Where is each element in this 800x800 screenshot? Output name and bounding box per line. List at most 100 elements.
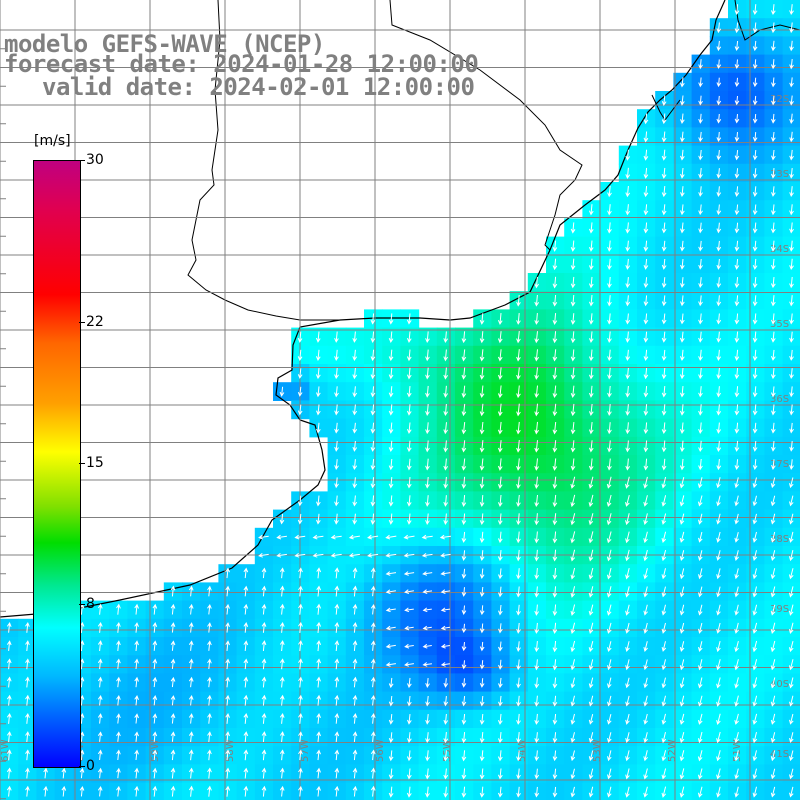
wind-arrow [334, 459, 339, 471]
wind-arrow [588, 385, 594, 398]
wind-arrow [443, 732, 449, 744]
wind-arrow [716, 331, 722, 343]
wind-arrow [789, 131, 794, 143]
wind-arrow [425, 714, 430, 725]
wind-arrow [334, 658, 340, 670]
wind-arrow [479, 331, 485, 344]
wind-arrow [734, 622, 739, 634]
wind-arrow [443, 750, 449, 762]
wind-arrow [734, 186, 740, 197]
wind-arrow [188, 749, 194, 761]
wind-arrow [788, 586, 794, 598]
wind-arrow [698, 186, 703, 197]
wind-arrow [316, 694, 321, 706]
wind-arrow [152, 785, 158, 797]
wind-arrow [661, 331, 667, 343]
wind-arrow [643, 531, 648, 544]
wind-arrow [771, 59, 776, 70]
wind-arrow [425, 367, 430, 380]
wind-arrow [479, 367, 485, 380]
wind-arrow [752, 768, 758, 780]
wind-arrow [461, 458, 467, 471]
wind-arrow [588, 313, 594, 325]
wind-arrow [716, 586, 721, 598]
wind-arrow [134, 622, 139, 633]
wind-arrow [661, 222, 667, 234]
wind-arrow [534, 421, 540, 435]
wind-arrow [606, 604, 612, 616]
wind-arrow [207, 694, 212, 706]
wind-arrow [152, 640, 158, 651]
wind-arrow [752, 222, 758, 234]
wind-arrow [516, 695, 521, 707]
wind-arrow [425, 768, 430, 780]
valid-date: valid date: 2024-02-01 12:00:00 [42, 73, 475, 101]
wind-arrow [643, 768, 648, 780]
wind-arrow [334, 621, 340, 633]
wind-arrow [734, 295, 740, 307]
wind-arrow [443, 495, 449, 507]
wind-arrow [316, 713, 321, 724]
wind-arrow [498, 659, 503, 670]
wind-arrow [152, 713, 158, 724]
wind-arrow [334, 440, 339, 452]
wind-arrow [516, 732, 521, 744]
wind-arrow [479, 641, 485, 652]
wind-arrow [443, 331, 449, 344]
wind-arrow [625, 240, 631, 252]
wind-arrow [789, 40, 794, 52]
wind-arrow [352, 585, 358, 597]
wind-arrow [461, 732, 467, 744]
wind-arrow [643, 677, 648, 689]
wind-arrow [334, 404, 339, 416]
wind-arrow [698, 95, 703, 106]
wind-arrow [789, 204, 794, 216]
wind-arrow [279, 712, 285, 724]
wind-arrow [497, 513, 503, 526]
wind-arrow [334, 495, 339, 507]
wind-arrow [770, 786, 776, 798]
wind-arrow [443, 422, 449, 435]
longitude-label: 55W [442, 739, 453, 762]
wind-arrow [170, 585, 176, 597]
wind-arrow [152, 658, 158, 670]
wind-arrow [516, 294, 521, 307]
wind-arrow [679, 586, 685, 598]
wind-arrow [298, 585, 303, 597]
wind-arrow [498, 568, 503, 580]
wind-arrow [152, 676, 158, 688]
wind-arrow [770, 222, 776, 234]
wind-arrow [643, 732, 648, 744]
wind-arrow [443, 696, 449, 707]
wind-arrow [588, 204, 594, 216]
wind-arrow [552, 440, 558, 453]
wind-arrow [734, 659, 739, 671]
wind-arrow [25, 694, 30, 706]
wind-arrow [443, 385, 449, 398]
wind-arrow [334, 785, 340, 797]
wind-arrow [679, 568, 685, 580]
wind-arrow [334, 331, 339, 343]
wind-arrow [406, 750, 412, 762]
wind-arrow [679, 440, 685, 453]
wind-arrow [439, 534, 451, 540]
wind-arrow [243, 603, 249, 615]
wind-arrow [279, 731, 285, 743]
wind-arrow [534, 586, 540, 598]
wind-arrow [680, 222, 685, 234]
wind-arrow [606, 476, 612, 489]
wind-arrow [679, 731, 685, 744]
wind-arrow [207, 713, 212, 724]
wind-arrow [752, 604, 758, 616]
wind-arrow [479, 660, 485, 670]
wind-arrow [116, 767, 121, 779]
wind-arrow [385, 607, 396, 613]
wind-arrow [570, 567, 576, 580]
wind-arrow [770, 768, 776, 780]
wind-arrow [789, 713, 794, 725]
wind-arrow [734, 568, 739, 580]
wind-arrow [516, 331, 521, 344]
wind-arrow [479, 586, 485, 598]
wind-arrow [276, 534, 287, 540]
